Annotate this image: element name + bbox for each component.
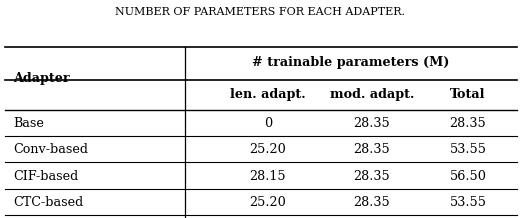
Text: 28.35: 28.35 (354, 117, 390, 130)
Text: 0: 0 (264, 117, 272, 130)
Text: # trainable parameters (M): # trainable parameters (M) (252, 56, 450, 69)
Text: Conv-based: Conv-based (13, 143, 88, 157)
Text: Total: Total (450, 88, 486, 101)
Text: 25.20: 25.20 (250, 196, 286, 209)
Text: 28.35: 28.35 (354, 143, 390, 157)
Text: NUMBER OF PARAMETERS FOR EACH ADAPTER.: NUMBER OF PARAMETERS FOR EACH ADAPTER. (115, 7, 405, 17)
Text: 25.20: 25.20 (250, 143, 286, 157)
Text: CTC-based: CTC-based (13, 196, 83, 209)
Text: 28.35: 28.35 (354, 170, 390, 183)
Text: 56.50: 56.50 (450, 170, 486, 183)
Text: len. adapt.: len. adapt. (230, 88, 306, 101)
Text: 28.35: 28.35 (354, 196, 390, 209)
Text: 28.15: 28.15 (250, 170, 286, 183)
Text: mod. adapt.: mod. adapt. (330, 88, 414, 101)
Text: CIF-based: CIF-based (13, 170, 78, 183)
Text: 53.55: 53.55 (449, 196, 487, 209)
Text: Adapter: Adapter (13, 72, 70, 85)
Text: Base: Base (13, 117, 44, 130)
Text: 28.35: 28.35 (450, 117, 486, 130)
Text: 53.55: 53.55 (449, 143, 487, 157)
